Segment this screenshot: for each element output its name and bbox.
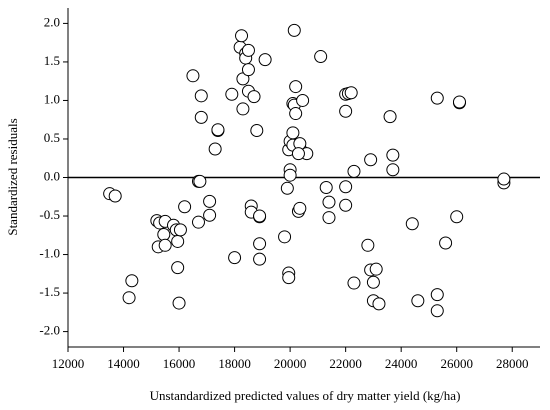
x-tick-label: 16000 (163, 356, 196, 371)
point (173, 223, 187, 237)
point (158, 238, 172, 252)
point (452, 95, 466, 109)
point (296, 93, 310, 107)
point (430, 304, 444, 318)
point (347, 164, 361, 178)
point (258, 53, 272, 67)
point (291, 147, 305, 161)
point (497, 172, 511, 186)
point (339, 180, 353, 194)
point (235, 29, 249, 43)
point (344, 86, 358, 100)
point (194, 110, 208, 124)
point (225, 87, 239, 101)
x-axis-title: Unstandardized predicted values of dry m… (150, 388, 461, 403)
point (157, 228, 171, 242)
y-tick-label: -0.5 (39, 207, 60, 222)
x-tick-label: 14000 (107, 356, 140, 371)
point (236, 102, 250, 116)
point (280, 181, 294, 195)
x-tick-label: 22000 (329, 356, 362, 371)
point (286, 126, 300, 140)
point (450, 210, 464, 224)
point (122, 291, 136, 305)
point (178, 200, 192, 214)
x-tick-label: 12000 (52, 356, 85, 371)
y-tick-label: 2.0 (44, 14, 60, 29)
point (108, 189, 122, 203)
point (171, 261, 185, 275)
point (430, 288, 444, 302)
y-tick-label: -2.0 (39, 323, 60, 338)
point (186, 69, 200, 83)
point (211, 123, 225, 137)
y-tick-label: 0.5 (44, 130, 60, 145)
point (383, 110, 397, 124)
point (253, 252, 267, 266)
point (314, 50, 328, 64)
y-tick-label: -1.0 (39, 246, 60, 261)
point (228, 251, 242, 265)
point (322, 211, 336, 225)
point (193, 174, 207, 188)
y-tick-label: -1.5 (39, 284, 60, 299)
x-tick-label: 18000 (218, 356, 251, 371)
point (405, 217, 419, 231)
point (247, 90, 261, 104)
point (293, 201, 307, 215)
point (287, 23, 301, 37)
x-tick-label: 24000 (385, 356, 418, 371)
point (411, 294, 425, 308)
point (253, 209, 267, 223)
point (339, 104, 353, 118)
point (282, 271, 296, 285)
x-tick-label: 26000 (440, 356, 473, 371)
point (208, 142, 222, 156)
point (194, 89, 208, 103)
point (347, 276, 361, 290)
point (172, 296, 186, 310)
point (364, 153, 378, 167)
point (366, 275, 380, 289)
point (241, 63, 255, 77)
point (386, 163, 400, 177)
point (439, 236, 453, 250)
point (339, 198, 353, 212)
point (125, 274, 139, 288)
point (322, 195, 336, 209)
point (241, 43, 255, 57)
point (203, 208, 217, 222)
point (319, 181, 333, 195)
point (250, 124, 264, 138)
point (191, 215, 205, 229)
point (203, 194, 217, 208)
x-tick-label: 28000 (496, 356, 529, 371)
point (283, 168, 297, 182)
y-tick-label: 1.0 (44, 91, 60, 106)
point (372, 297, 386, 311)
point (171, 234, 185, 248)
y-tick-label: 0.0 (44, 168, 60, 183)
point (430, 91, 444, 105)
point (289, 107, 303, 121)
point (361, 238, 375, 252)
y-tick-label: 1.5 (44, 53, 60, 68)
point (386, 148, 400, 162)
point (369, 262, 383, 276)
point (289, 80, 303, 94)
x-tick-label: 20000 (274, 356, 307, 371)
point (253, 237, 267, 251)
y-axis-title: Standardized residuals (5, 118, 20, 235)
point (278, 230, 292, 244)
